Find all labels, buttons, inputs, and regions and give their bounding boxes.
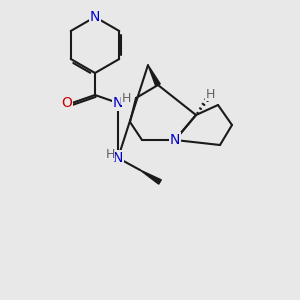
Polygon shape bbox=[148, 65, 160, 86]
Text: N: N bbox=[170, 133, 180, 147]
Polygon shape bbox=[140, 170, 161, 184]
Text: H: H bbox=[205, 88, 215, 100]
Text: H: H bbox=[121, 92, 131, 104]
Text: N: N bbox=[113, 151, 123, 165]
Text: O: O bbox=[61, 96, 72, 110]
Text: N: N bbox=[113, 96, 123, 110]
Text: H: H bbox=[105, 148, 115, 160]
Text: N: N bbox=[90, 10, 100, 24]
